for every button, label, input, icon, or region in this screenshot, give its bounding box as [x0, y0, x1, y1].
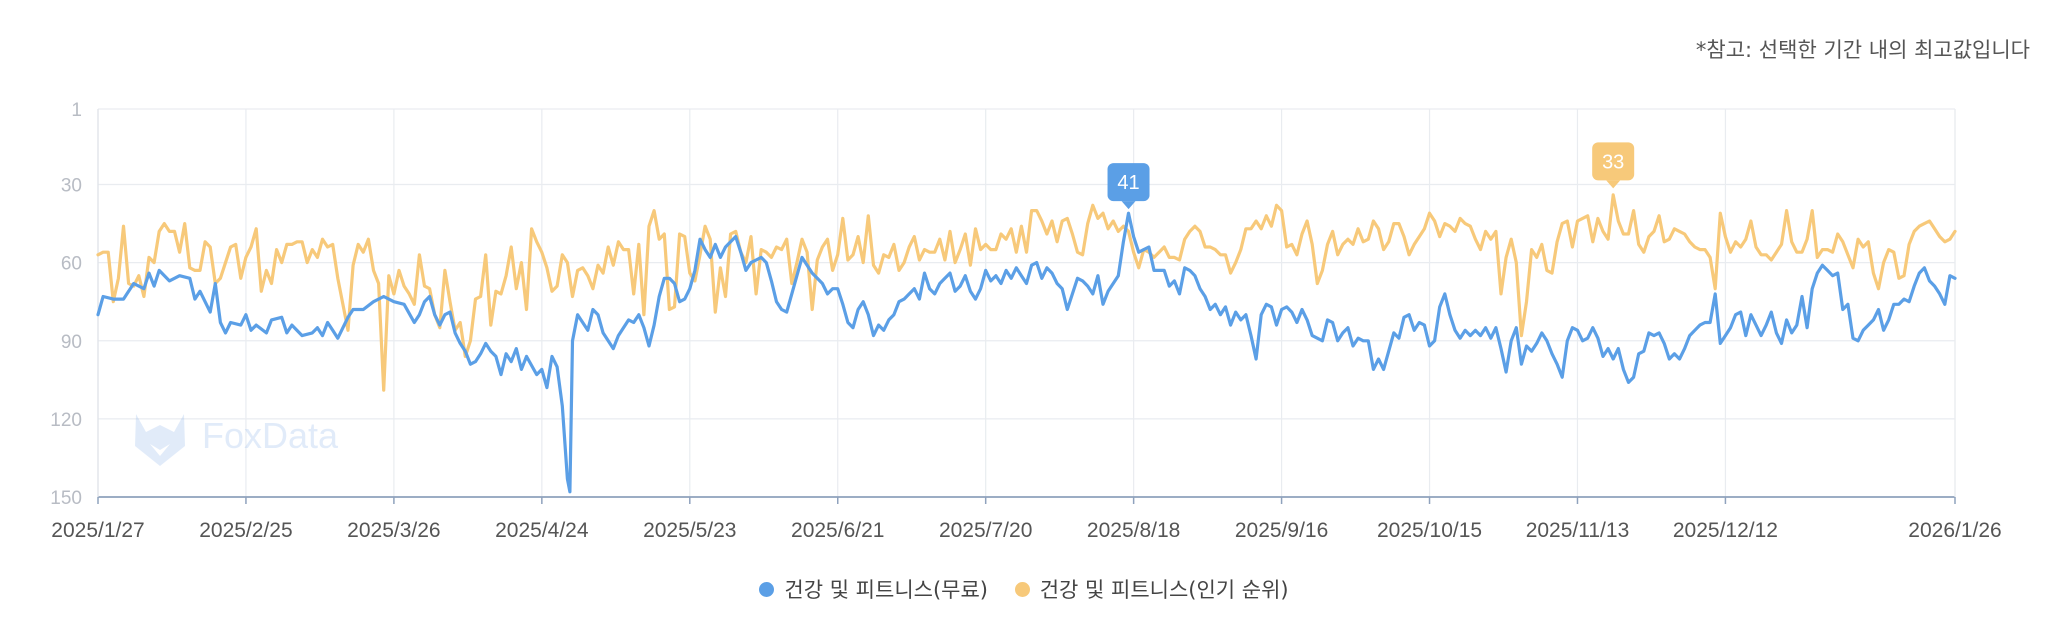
x-tick-label: 2025/10/15	[1377, 519, 1482, 542]
y-tick-label: 60	[61, 254, 82, 275]
x-tick-label: 2025/5/23	[643, 519, 736, 542]
grid	[97, 108, 1956, 498]
series	[96, 193, 1957, 494]
foxdata-watermark: FoxData	[135, 414, 339, 466]
x-tick-label: 2026/1/26	[1908, 519, 2001, 542]
peak-callout-pointer	[1606, 180, 1621, 189]
peak-callout-box	[1107, 163, 1150, 202]
y-tick-label: 150	[50, 488, 82, 509]
x-tick-label: 2025/8/18	[1087, 519, 1180, 542]
x-tick-label: 2025/1/27	[51, 519, 144, 542]
legend-label-popular: 건강 및 피트니스(인기 순위)	[1039, 578, 1289, 602]
series-line-free	[96, 211, 1957, 494]
y-tick-label: 90	[61, 332, 82, 353]
legend-dot-icon	[1014, 581, 1030, 597]
peak-callout-label: 33	[1602, 151, 1624, 173]
peak-callout-pointer	[1121, 201, 1136, 210]
peak-note: *참고: 선택한 기간 내의 최고값입니다	[1695, 38, 2030, 62]
x-tick-label: 2025/2/25	[199, 519, 292, 542]
x-tick-label: 2025/6/21	[791, 519, 884, 542]
legend-dot-icon	[759, 581, 775, 597]
legend-item-free[interactable]: 건강 및 피트니스(무료)	[759, 574, 988, 604]
legend-label-free: 건강 및 피트니스(무료)	[784, 578, 988, 602]
y-tick-label: 120	[50, 410, 82, 431]
x-tick-label: 2025/9/16	[1235, 519, 1328, 542]
peak-callout-box	[1592, 142, 1635, 181]
watermark-text: FoxData	[202, 415, 339, 456]
legend: 건강 및 피트니스(무료) 건강 및 피트니스(인기 순위)	[0, 574, 2048, 604]
x-tick-label: 2025/4/24	[495, 519, 589, 542]
x-tick-label: 2025/7/20	[939, 519, 1032, 542]
x-tick-label: 2025/3/26	[347, 519, 440, 542]
fox-logo-icon	[135, 414, 185, 466]
y-tick-label: 30	[61, 176, 82, 197]
series-line-popular	[96, 193, 1957, 392]
axes: 1 30 60 90 120 150 2025/1/27 2025/2/25 2025/3/26…	[50, 100, 2001, 542]
peak-callout-label: 41	[1117, 172, 1139, 194]
x-tick-label: 2025/12/12	[1673, 519, 1778, 542]
annotations: 41 33	[1107, 142, 1635, 210]
x-tick-label: 2025/11/13	[1526, 519, 1630, 542]
legend-item-popular[interactable]: 건강 및 피트니스(인기 순위)	[1014, 574, 1289, 604]
y-tick-label: 1	[71, 100, 82, 121]
rank-line-chart: FoxData 1 30 60 90 120 150 2025/1/27 2025/2/25 2…	[50, 100, 2001, 542]
